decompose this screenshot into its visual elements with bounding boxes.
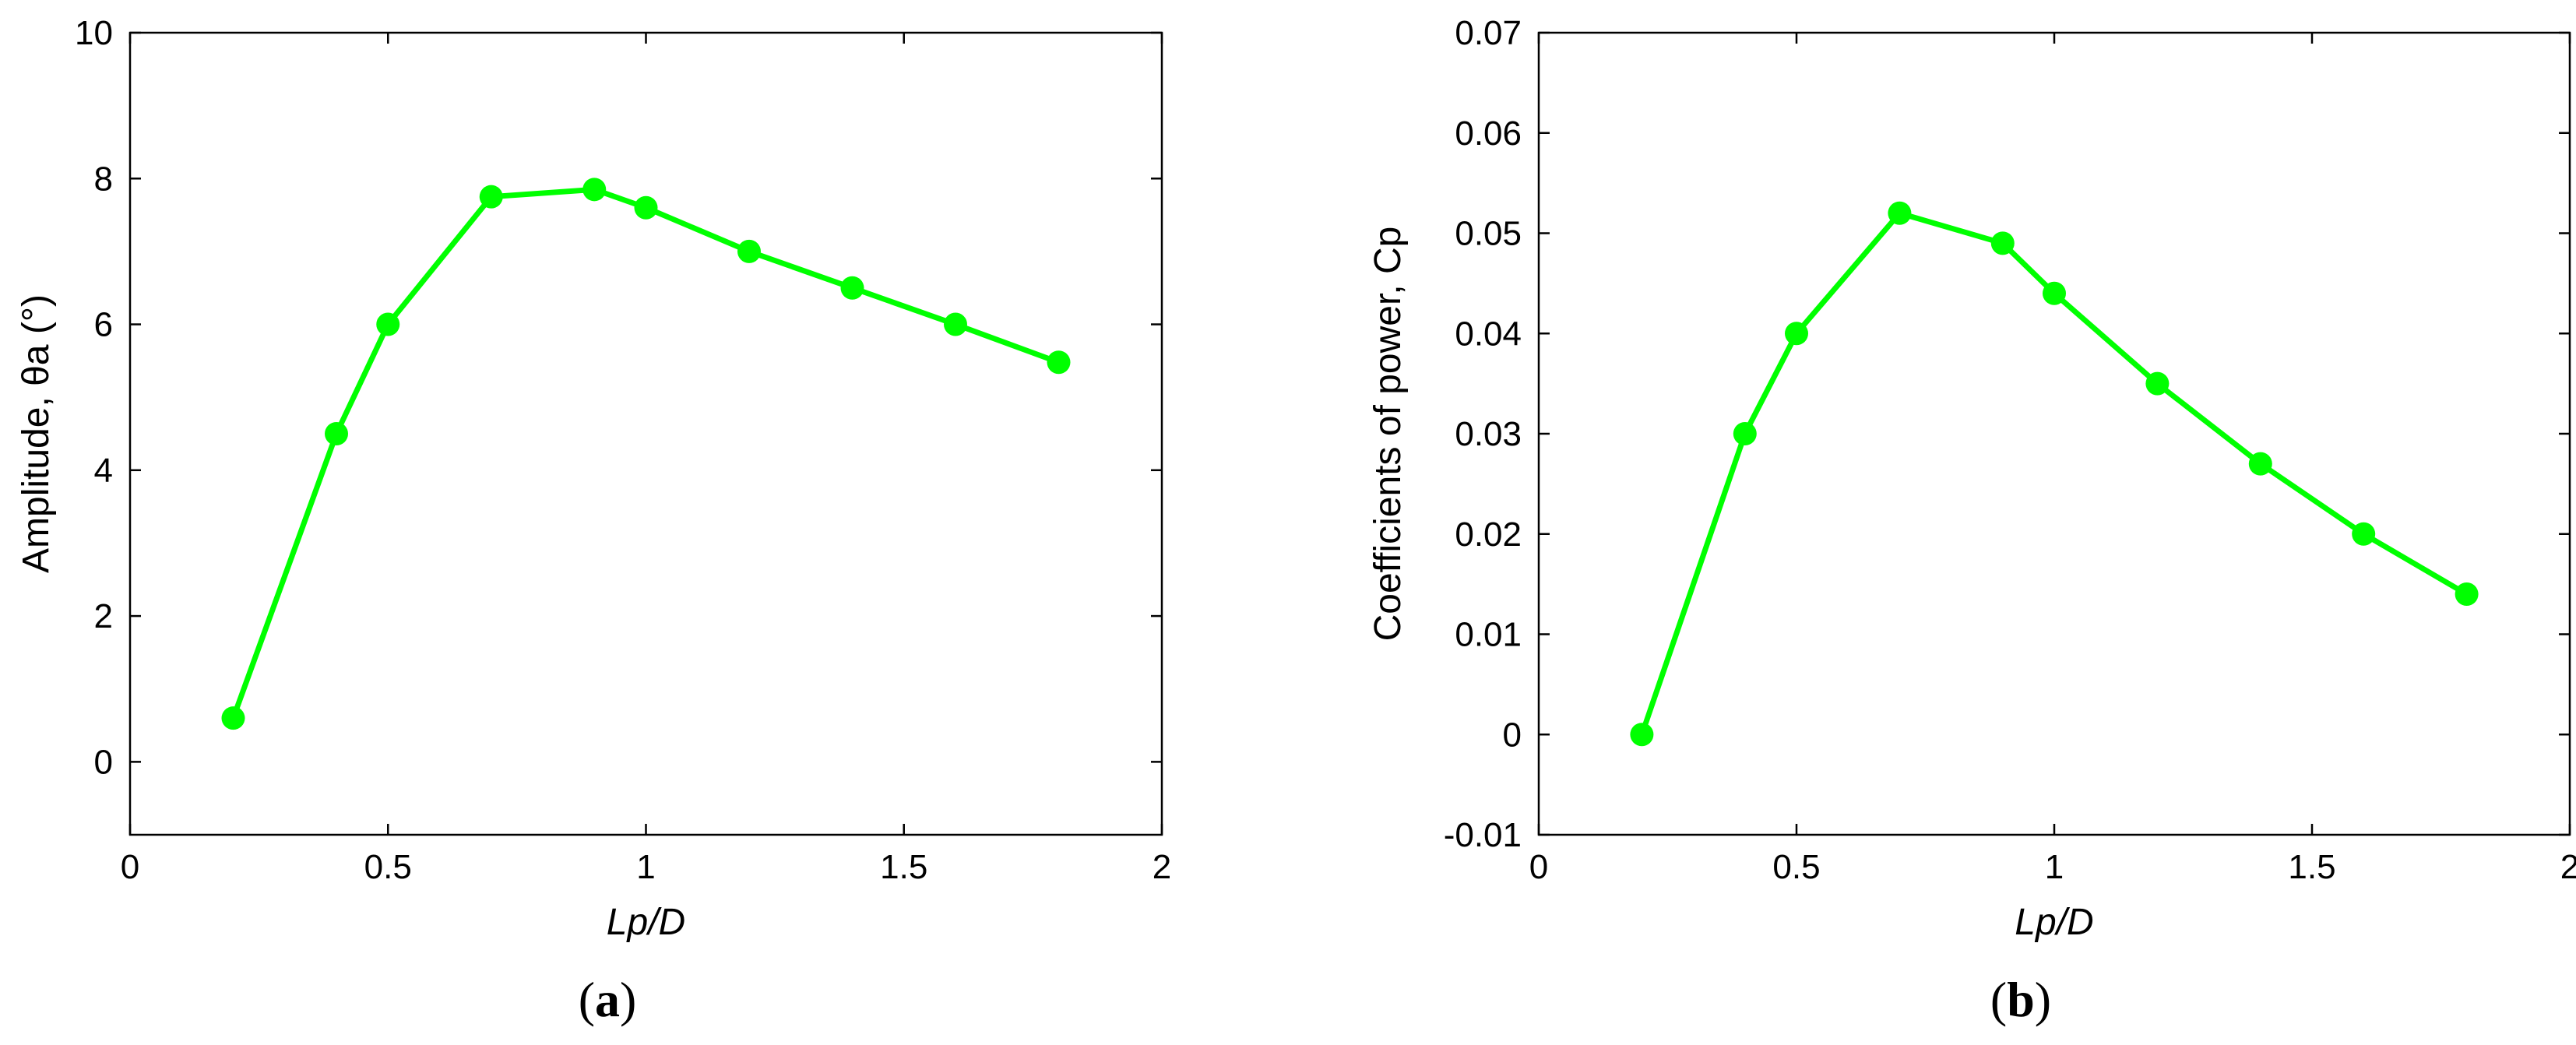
series-line xyxy=(231,186,1060,720)
plot-frame xyxy=(1537,31,2571,836)
data-point xyxy=(1733,422,1757,445)
panel-caption: (a) xyxy=(579,972,637,1027)
x-tick-label: 0.5 xyxy=(1772,848,1820,886)
data-point xyxy=(840,276,864,300)
x-tick-label: 0 xyxy=(1529,848,1548,886)
x-tick-label: 2 xyxy=(1153,848,1171,886)
data-point xyxy=(2248,452,2272,476)
panel-b: 0 0.5 1 1.5 2-0.0100.010.020.030.040.050.060… xyxy=(1367,14,2576,1027)
data-point xyxy=(2043,281,2066,305)
y-tick-label: 0.05 xyxy=(1455,215,1522,253)
data-point xyxy=(737,239,761,263)
data-point xyxy=(1785,322,1808,346)
data-point xyxy=(944,312,967,336)
series-line xyxy=(1639,210,2469,736)
panel-a: 0 0.5 1 1.5 2 0 2 4 6 8 10 Lp/D Amplitude, θa (°) (a) xyxy=(16,14,1171,1027)
y-tick-label: 0.03 xyxy=(1455,415,1522,453)
data-point xyxy=(1630,723,1654,747)
y-tick-label: 0.01 xyxy=(1455,616,1522,654)
x-tick-label: 0 xyxy=(121,848,139,886)
data-point xyxy=(1888,201,1912,225)
y-tick-label: 4 xyxy=(94,452,113,490)
x-tick-label: 1.5 xyxy=(880,848,927,886)
data-point xyxy=(2145,371,2170,396)
x-tick-label: 1.5 xyxy=(2288,848,2335,886)
y-tick-label: 0.07 xyxy=(1455,14,1522,52)
y-tick-label: -0.01 xyxy=(1444,816,1522,854)
x-tick-label: 0.5 xyxy=(364,848,412,886)
y-tick-label: 10 xyxy=(75,14,113,52)
x-tick-label: 2 xyxy=(2560,848,2576,886)
y-tick-label: 0.02 xyxy=(1455,515,1522,554)
x-axis-label: Lp/D xyxy=(2015,902,2093,943)
data-point xyxy=(634,195,658,220)
data-point xyxy=(325,422,348,445)
data-point xyxy=(376,312,400,336)
x-tick-label: 1 xyxy=(2045,848,2064,886)
y-tick-label: 0.06 xyxy=(1455,114,1522,153)
y-axis-label: Amplitude, θa (°) xyxy=(16,294,57,573)
data-point xyxy=(221,706,245,730)
data-point xyxy=(1047,350,1071,375)
x-axis-label: Lp/D xyxy=(607,902,685,943)
y-tick-label: 0 xyxy=(1503,716,1522,754)
y-tick-label: 2 xyxy=(94,597,113,635)
plot-frame xyxy=(128,31,1163,836)
panel-caption: (b) xyxy=(1990,972,2051,1027)
data-point xyxy=(479,185,503,209)
y-axis-label: Coefficients of power, Cp xyxy=(1367,227,1409,642)
y-tick-label: 6 xyxy=(94,306,113,344)
data-point xyxy=(2352,522,2376,546)
y-tick-label: 8 xyxy=(94,160,113,198)
x-tick-label: 1 xyxy=(636,848,655,886)
data-point xyxy=(2455,582,2479,606)
y-tick-label: 0 xyxy=(94,743,113,781)
data-point xyxy=(582,178,607,202)
data-point xyxy=(1990,231,2015,255)
y-tick-label: 0.04 xyxy=(1455,315,1522,353)
